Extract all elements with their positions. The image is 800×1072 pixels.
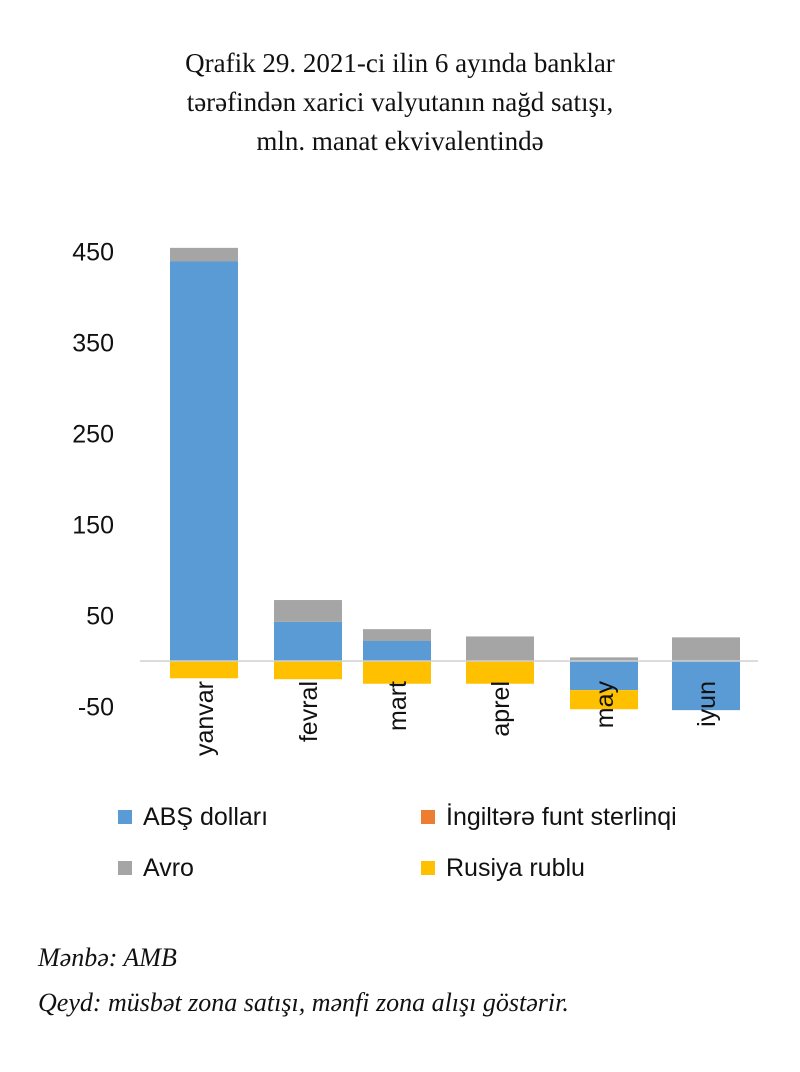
category-label: yanvar [191, 681, 219, 756]
bar-segment [170, 661, 238, 679]
bar-segment [274, 661, 342, 680]
y-tick-label: 450 [72, 239, 114, 267]
y-tick-label: 50 [86, 603, 114, 631]
category-label: aprel [487, 681, 515, 737]
y-tick-label: 350 [72, 330, 114, 358]
legend-label-gbp: İngiltərə funt sterlinqi [446, 802, 677, 831]
category-label: fevral [295, 681, 323, 742]
legend-item-eur: Avro [118, 853, 194, 883]
bar-segment [672, 661, 740, 711]
legend-item-gbp: İngiltərə funt sterlinqi [421, 802, 677, 832]
chart-title-line-1: Qrafik 29. 2021-ci ilin 6 ayında banklar [185, 48, 615, 78]
bar-segment [570, 690, 638, 710]
category-label: mart [384, 681, 412, 731]
bar-segment [466, 661, 534, 684]
legend-swatch-eur [118, 861, 132, 875]
chart-title-line-2: tərəfindən xarici valyutanın nağd satışı… [186, 87, 614, 117]
chart-title-line-3: mln. manat ekvivalentində [256, 126, 544, 156]
bar-segment [274, 621, 342, 661]
y-tick-label: -50 [78, 694, 114, 722]
category-label: iyun [693, 681, 721, 727]
legend-label-eur: Avro [143, 853, 194, 882]
legend-label-rub: Rusiya rublu [446, 853, 585, 882]
bar-segment [363, 629, 431, 641]
category-label: may [591, 681, 619, 729]
stacked-bar-chart: 450 350 250 150 50 -50 yanvar fevral mart aprel ma… [72, 239, 758, 756]
y-tick-label: 150 [72, 512, 114, 540]
chart-title: Qrafik 29. 2021-ci ilin 6 ayında banklar… [0, 44, 800, 161]
source-note: Mənbə: AMB [38, 943, 177, 972]
legend-swatch-usd [118, 810, 132, 824]
legend-item-rub: Rusiya rublu [421, 853, 585, 883]
legend-item-usd: ABŞ dolları [118, 802, 268, 832]
bar-segment [170, 261, 238, 661]
bar-segment [363, 640, 431, 661]
bar-segment [672, 637, 740, 661]
bar-segment [363, 661, 431, 684]
bar-segment [274, 600, 342, 622]
remark-note: Qeyd: müsbət zona satışı, mənfi zona alı… [38, 988, 569, 1017]
legend-swatch-gbp [421, 810, 435, 824]
bar-segment [570, 657, 638, 661]
bar-segment [170, 247, 238, 262]
bar-segment [570, 661, 638, 691]
legend-label-usd: ABŞ dolları [143, 802, 269, 831]
y-tick-label: 250 [72, 421, 114, 449]
bar-segment [466, 636, 534, 661]
legend-swatch-rub [421, 861, 435, 875]
